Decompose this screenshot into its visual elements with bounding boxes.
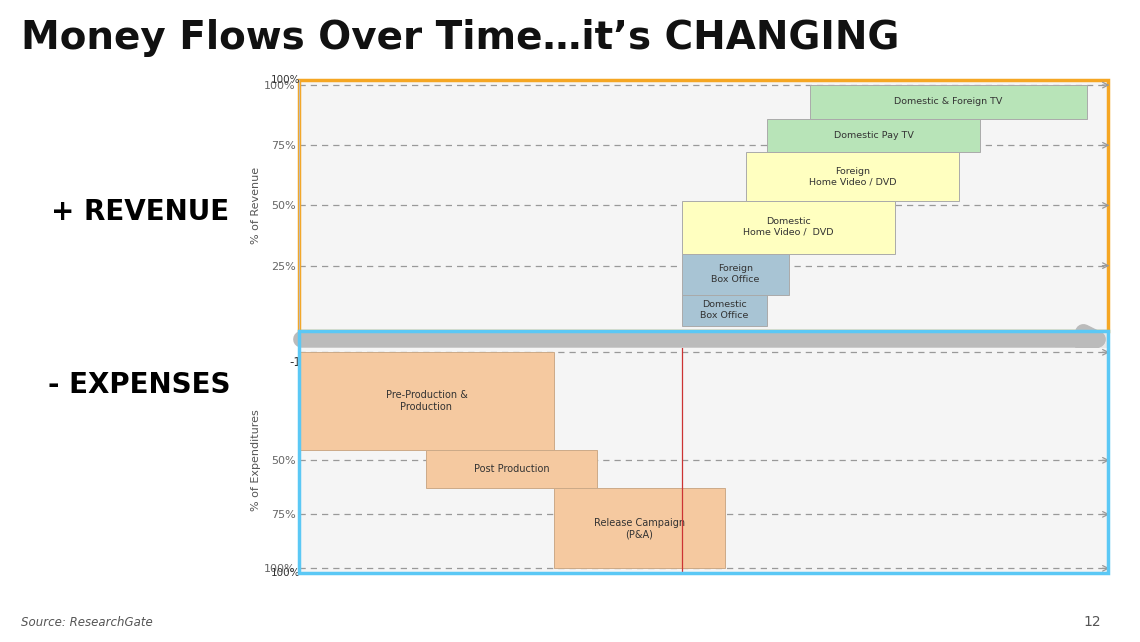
Text: Foreign
Home Video / DVD: Foreign Home Video / DVD xyxy=(808,167,896,186)
Bar xyxy=(809,85,1086,119)
Text: Domestic
Home Video /  DVD: Domestic Home Video / DVD xyxy=(743,218,833,237)
Text: 100%: 100% xyxy=(271,74,300,85)
Text: 100%: 100% xyxy=(271,568,300,578)
Text: 12: 12 xyxy=(1083,615,1100,629)
Text: Domestic & Foreign TV: Domestic & Foreign TV xyxy=(894,98,1002,107)
Text: Source: ResearchGate: Source: ResearchGate xyxy=(21,616,153,629)
Bar xyxy=(554,489,725,568)
Text: Domestic Pay TV: Domestic Pay TV xyxy=(833,131,914,140)
Bar xyxy=(746,153,959,200)
Text: + REVENUE: + REVENUE xyxy=(50,198,229,226)
Bar xyxy=(426,449,597,489)
Text: - EXPENSES: - EXPENSES xyxy=(48,371,231,399)
Text: Pre-Production &
Production: Pre-Production & Production xyxy=(385,390,467,412)
Y-axis label: % of Revenue: % of Revenue xyxy=(252,167,261,244)
Bar xyxy=(682,254,789,295)
Text: Money Flows Over Time…it’s CHANGING: Money Flows Over Time…it’s CHANGING xyxy=(21,19,899,57)
Y-axis label: % of Expenditures: % of Expenditures xyxy=(252,410,261,511)
Bar xyxy=(299,80,1108,331)
Text: Post Production: Post Production xyxy=(474,464,549,474)
Bar xyxy=(682,295,767,326)
Text: Release Campaign
(P&A): Release Campaign (P&A) xyxy=(594,517,685,539)
Bar xyxy=(682,200,895,254)
Text: Domestic
Box Office: Domestic Box Office xyxy=(700,300,749,320)
Text: Foreign
Box Office: Foreign Box Office xyxy=(711,265,759,284)
Bar xyxy=(767,119,980,153)
Bar xyxy=(299,352,554,449)
